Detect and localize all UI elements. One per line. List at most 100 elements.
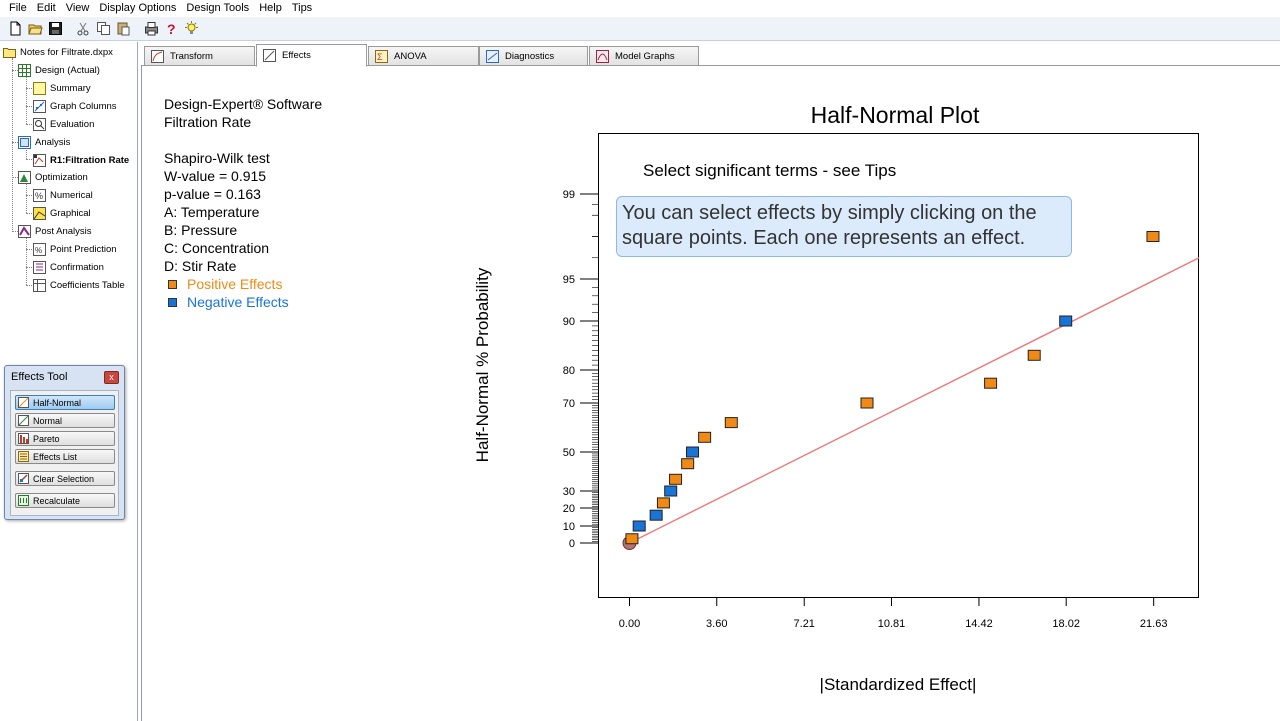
paste-icon[interactable] [114,20,132,38]
y-tick-label: 20 [563,503,575,515]
model-graphs-icon [596,49,609,63]
tree-item-graph-columns[interactable]: Graph Columns [33,98,117,114]
menu-design-tools[interactable]: Design Tools [186,2,250,14]
effect-point-14[interactable] [1059,315,1073,327]
new-file-icon[interactable] [6,20,24,38]
analysis-icon [18,135,31,149]
diagnostics-icon [486,49,499,63]
half-normal-button[interactable]: Half-Normal [15,395,115,410]
tree-item-evaluation[interactable]: Evaluation [33,116,94,132]
x-tick-label: 3.60 [706,618,727,630]
positive-square-icon [168,279,177,289]
effect-point-1[interactable] [625,533,639,545]
scatter-graph-icon [33,99,46,113]
y-tick-label: 10 [563,521,575,533]
effects-icon [263,49,276,62]
effect-point-15[interactable] [1146,231,1160,242]
factor-d: D: Stir Rate [164,258,237,274]
factor-a: A: Temperature [164,204,260,220]
effect-point-6[interactable] [669,473,683,485]
magnifier-icon [33,117,46,131]
toolbar: ? [0,17,1280,41]
plot-frame [598,133,1199,598]
view-tabs: Transform Effects Σ ANOVA Diagnostics Mo… [141,42,1280,67]
cut-icon[interactable] [74,20,92,38]
effect-point-7[interactable] [681,458,695,470]
menu-bar: File Edit View Display Options Design To… [0,0,1280,16]
graphical-icon [33,206,46,220]
pareto-bars-icon [18,433,29,444]
help-icon[interactable]: ? [162,20,180,38]
open-folder-icon[interactable] [26,20,44,38]
effects-tool-body: Half-Normal Normal Pareto Effects List C… [10,390,119,516]
negative-square-icon [168,297,177,307]
tree-item-analysis[interactable]: Analysis [18,134,70,150]
effect-point-12[interactable] [984,377,998,389]
menu-tips[interactable]: Tips [291,2,313,14]
tree-item-graphical[interactable]: Graphical [33,205,91,221]
recalculate-button[interactable]: Recalculate [15,493,115,508]
tab-effects[interactable]: Effects [256,44,367,67]
y-axis-label: Half-Normal % Probability [473,267,492,463]
effect-point-8[interactable] [686,446,700,458]
tree-item-post-analysis[interactable]: Post Analysis [18,223,92,239]
effect-point-11[interactable] [860,397,874,409]
menu-display-options[interactable]: Display Options [99,2,177,14]
x-tick-label: 18.02 [1052,618,1080,630]
normal-button[interactable]: Normal [15,413,115,428]
x-tick-label: 21.63 [1140,618,1168,630]
p-value: p-value = 0.163 [164,186,261,202]
menu-edit[interactable]: Edit [36,2,56,14]
copy-icon[interactable] [94,20,112,38]
tree-item-point-prediction[interactable]: % Point Prediction [33,242,117,256]
x-axis-label: |Standardized Effect| [819,675,977,694]
tree-item-r1-filtration-rate[interactable]: R1:Filtration Rate [33,152,129,168]
recalculate-icon [18,495,29,506]
tree-item-design[interactable]: Design (Actual) [18,62,100,78]
clear-selection-button[interactable]: Clear Selection [15,471,115,486]
menu-help[interactable]: Help [259,2,282,14]
tip-line-2: square points. Each one represents an ef… [622,227,1026,249]
w-value: W-value = 0.915 [164,168,267,184]
effect-point-10[interactable] [724,417,738,429]
list-icon [18,451,29,462]
factor-c: C: Concentration [164,240,270,256]
transform-icon [151,49,164,63]
tree-item-optimization[interactable]: Optimization [18,169,88,185]
tree-item-numerical[interactable]: % Numerical [33,188,93,202]
content-area [141,65,1280,721]
tree-item-summary[interactable]: Summary [33,80,91,96]
table-icon [33,278,46,292]
select-terms-hint: Select significant terms - see Tips [643,161,897,180]
effect-point-2[interactable] [632,520,646,532]
y-tick-label: 50 [563,447,575,459]
menu-file[interactable]: File [9,2,27,14]
fit-line [629,257,1200,544]
note-icon [33,81,46,95]
effect-point-4[interactable] [656,497,670,509]
post-analysis-icon [18,224,31,238]
tree-item-notes[interactable]: Notes for Filtrate.dxpx [3,44,113,60]
menu-view[interactable]: View [65,2,90,14]
y-tick-label: 99 [563,189,575,201]
plot-title: Half-Normal Plot [810,102,980,128]
print-icon[interactable] [142,20,160,38]
pareto-button[interactable]: Pareto [15,431,115,446]
close-button[interactable]: x [104,371,119,384]
tip-callout: You can select effects by simply clickin… [616,196,1072,257]
tree-item-confirmation[interactable]: Confirmation [33,259,104,275]
effect-point-9[interactable] [698,431,712,443]
svg-text:Σ: Σ [377,52,383,62]
effect-point-5[interactable] [664,485,678,497]
factor-b: B: Pressure [164,222,238,238]
effect-point-3[interactable] [649,509,663,521]
effects-list-button[interactable]: Effects List [15,449,115,464]
software-name: Design-Expert® Software [164,96,323,112]
effect-point-13[interactable] [1027,349,1041,361]
tree-item-coefficients-table[interactable]: Coefficients Table [33,277,125,293]
grid-table-icon [18,63,31,77]
x-tick-label: 7.21 [794,618,815,630]
save-icon[interactable] [46,20,64,38]
tip-bulb-icon[interactable] [182,20,200,38]
tip-line-1: You can select effects by simply clickin… [622,202,1037,224]
